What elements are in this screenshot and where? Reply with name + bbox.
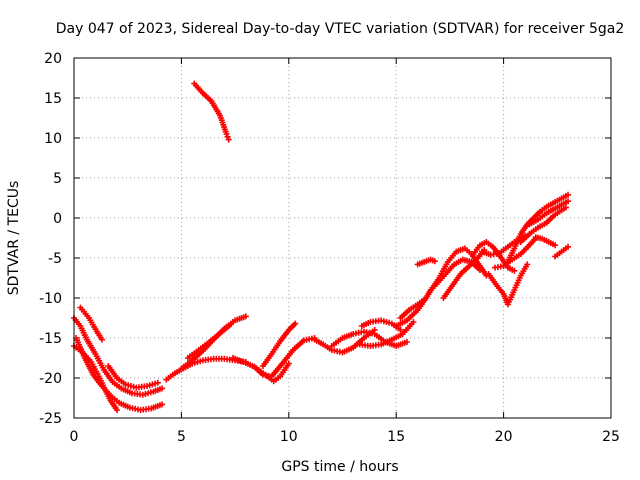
data-point [511,267,518,274]
chart-title: Day 047 of 2023, Sidereal Day-to-day VTE… [56,21,625,37]
data-point [403,339,410,345]
data-point [410,319,417,325]
y-axis-label: SDTVAR / TECUs [6,181,22,296]
series-arc-31 [552,243,572,260]
x-tick-label: 20 [495,429,513,445]
series-arc-9 [191,80,232,143]
data-point [524,261,531,268]
x-tick-label: 0 [70,429,79,445]
y-tick-label: 0 [53,211,62,227]
y-tick-label: -25 [39,411,62,427]
series-arc-18 [397,296,428,321]
series-arc-30 [532,234,559,249]
data-points [71,80,572,413]
y-tick-label: 20 [44,51,62,67]
data-point [285,360,292,367]
plot-frame [73,57,612,419]
series-arc-27 [504,191,572,265]
series-arc-8 [184,321,234,361]
y-tick-label: 5 [53,171,62,187]
series-arc-12 [260,320,299,369]
series-arc-5 [105,363,161,391]
axis-ticks: 0 5 10 15 20 25 -25 -20 -15 -10 -5 0 5 10 15 20 [39,51,620,445]
x-tick-label: 15 [387,429,405,445]
series-arc-15 [356,319,417,349]
y-tick-label: 15 [44,91,62,107]
data-point [113,407,120,413]
x-tick-label: 25 [602,429,620,445]
series-arc-4 [77,304,105,343]
y-tick-label: -20 [39,371,62,387]
series-arc-23 [470,239,518,274]
data-point [421,296,428,303]
data-point [565,191,572,198]
data-point [242,313,249,320]
data-point [565,198,572,205]
series-arc-11 [251,335,318,380]
series-arc-1 [71,315,166,398]
data-point [476,267,483,273]
data-point [227,321,234,328]
data-point [552,242,559,249]
series-arc-29 [526,198,572,228]
data-point [565,243,572,250]
data-point [431,258,438,265]
series-arc-3 [71,343,120,413]
y-tick-label: -15 [39,331,62,347]
data-point [292,320,299,327]
y-tick-label: 10 [44,131,62,147]
data-point [154,379,161,386]
series-arc-25 [485,261,531,308]
series-arc-28 [517,204,569,245]
series-arc-22 [440,247,488,301]
gridlines [74,58,611,418]
data-point [397,327,404,333]
x-axis-label: GPS time / hours [281,459,398,475]
y-tick-label: -10 [39,291,62,307]
series-arc-14 [328,328,410,349]
data-point [159,385,166,392]
data-point [225,136,232,143]
y-tick-label: -5 [48,251,62,267]
x-tick-label: 10 [280,429,298,445]
data-point [159,401,166,408]
series-arc-19 [414,256,438,268]
data-point [98,336,105,343]
x-tick-label: 5 [177,429,186,445]
data-point [562,204,569,211]
